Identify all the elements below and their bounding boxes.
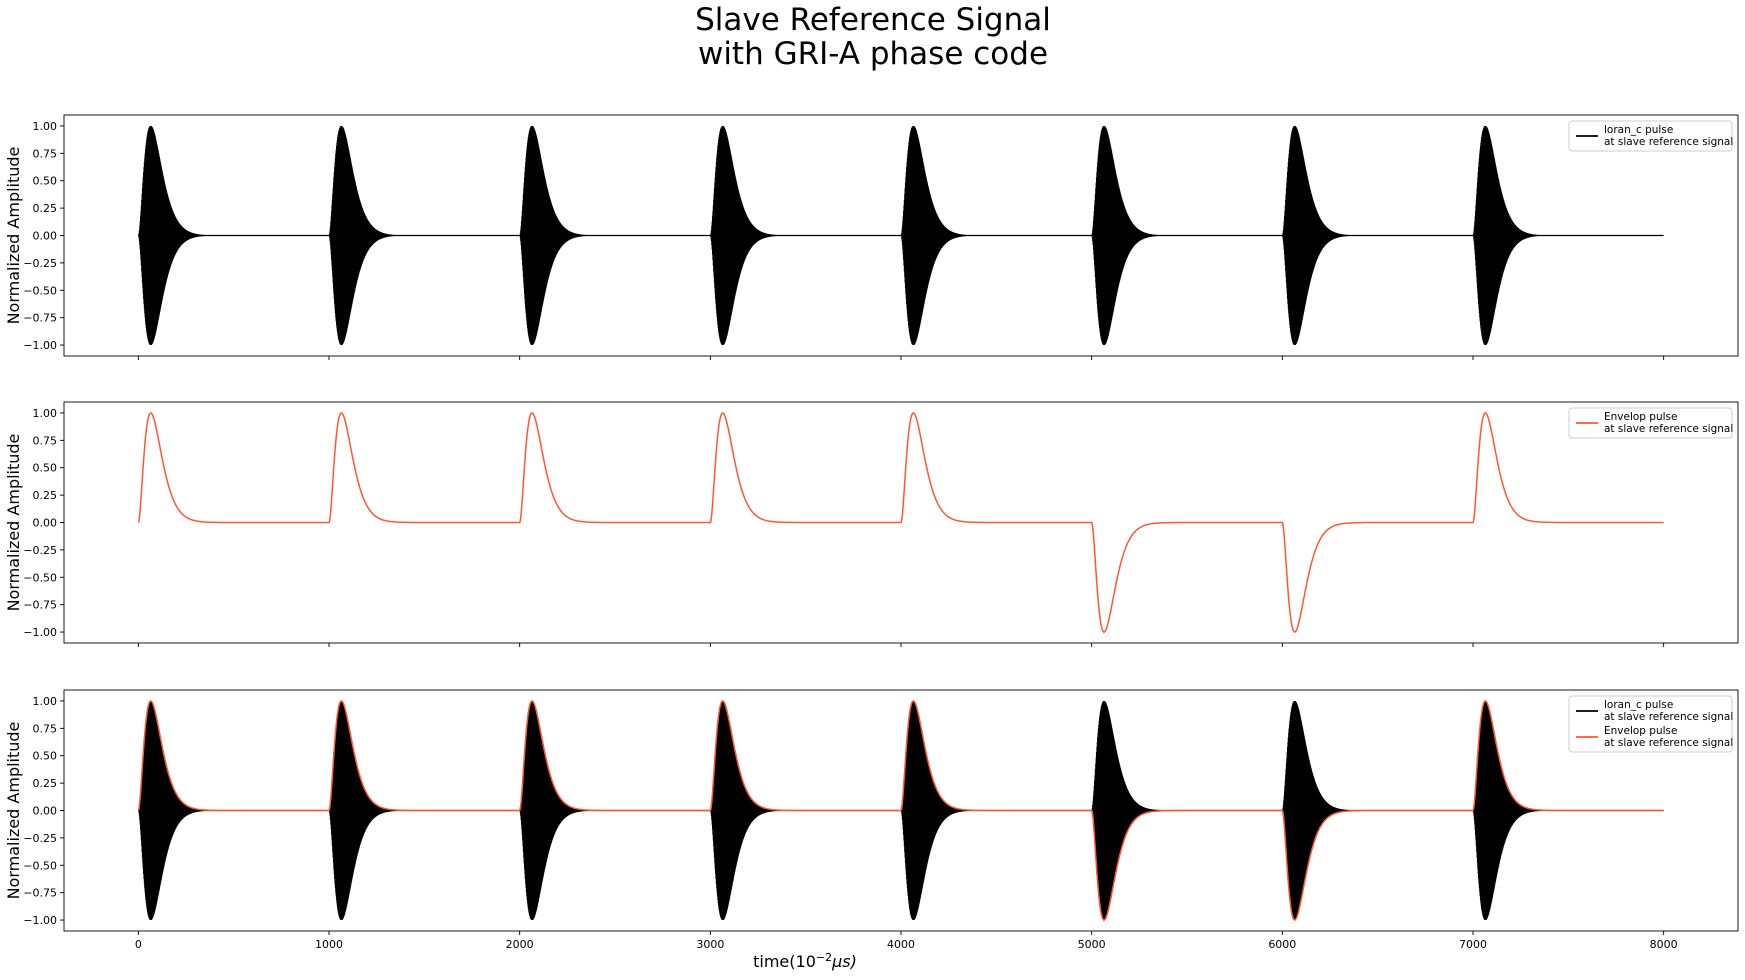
y-tick-label: −0.50 [23,859,57,872]
series-carrier [138,125,1664,346]
y-axis-label: Normalized Amplitude [4,434,23,612]
y-tick-label: 0.50 [33,462,58,475]
y-tick-label: 0.00 [33,230,58,243]
legend-box [1568,695,1733,753]
series-envelope [137,412,1664,633]
top-subplot-loran-c-pulse: 1.00 0.75 0.50 0.25 0.00 −0.25 −0.50 −0.75 −1.00… [4,114,1739,360]
y-axis-label: Normalized Amplitude [4,722,23,900]
x-tick-label: 7000 [1459,938,1487,951]
y-tick-label: 1.00 [33,407,58,420]
legend-label-sub: at slave reference signal [1604,711,1733,723]
y-tick-label: 0.00 [33,517,58,530]
legend-label: Envelop pulse [1604,725,1677,737]
legend-label-sub: at slave reference signal [1604,136,1733,148]
y-tick-label: −0.75 [23,599,57,612]
y-tick-label: −0.25 [23,257,57,270]
x-tick-label: 0 [135,938,142,951]
legend-label: Envelop pulse [1604,411,1677,423]
bottom-subplot-combined: 1.00 0.75 0.50 0.25 0.00 −0.25 −0.50 −0.75 −1.00… [4,689,1739,951]
x-tick-label: 8000 [1650,938,1678,951]
y-tick-label: −1.00 [23,914,57,927]
middle-subplot-envelop-pulse: 1.00 0.75 0.50 0.25 0.00 −0.25 −0.50 −0.75 −1.00… [4,401,1739,647]
y-tick-label: 0.75 [33,147,58,160]
x-axis-label: time(10−2μs) [753,951,857,971]
y-tick-label: −0.25 [23,832,57,845]
y-tick-label: −1.00 [23,339,57,352]
legend-label: loran_c pulse [1604,699,1673,711]
y-tick-label: 0.75 [33,434,58,447]
legend-label-sub: at slave reference signal [1604,423,1733,435]
y-tick-label: 0.50 [33,750,58,763]
y-tick-label: 1.00 [33,120,58,133]
y-tick-label: 1.00 [33,695,58,708]
y-tick-label: 0.50 [33,175,58,188]
y-tick-label: −0.25 [23,544,57,557]
x-tick-label: 2000 [506,938,534,951]
y-tick-label: 0.25 [33,489,58,502]
y-tick-label: −1.00 [23,626,57,639]
y-tick-label: 0.75 [33,722,58,735]
x-tick-label: 6000 [1268,938,1296,951]
y-tick-label: 0.00 [33,805,58,818]
x-tick-label: 3000 [696,938,724,951]
legend-label-sub: at slave reference signal [1604,737,1733,749]
x-tick-label: 5000 [1078,938,1106,951]
figure-title-line2: with GRI-A phase code [698,36,1048,72]
envelope-line [137,700,1664,921]
envelope-line [137,412,1664,633]
x-tick-label: 4000 [887,938,915,951]
y-tick-label: −0.75 [23,312,57,325]
legend-label: loran_c pulse [1604,124,1673,136]
y-tick-label: 0.25 [33,777,58,790]
x-tick-label: 1000 [315,938,343,951]
figure-title-line1: Slave Reference Signal [695,2,1051,38]
plot-area [138,125,1664,346]
y-axis-label: Normalized Amplitude [4,147,23,325]
plot-area [137,412,1664,633]
series-envelope [137,700,1664,921]
y-tick-label: −0.50 [23,284,57,297]
legend-box [1568,120,1733,152]
plot-area [137,700,1664,921]
legend-box [1568,407,1733,439]
y-tick-label: −0.50 [23,571,57,584]
y-tick-label: −0.75 [23,887,57,900]
y-tick-label: 0.25 [33,202,58,215]
